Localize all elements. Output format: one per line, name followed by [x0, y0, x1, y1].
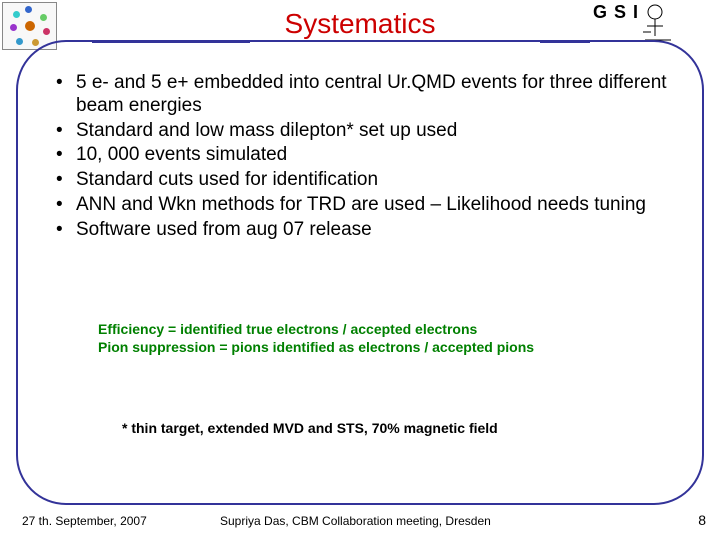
footer-author: Supriya Das, CBM Collaboration meeting, … [220, 514, 491, 528]
bullet-item: Software used from aug 07 release [52, 219, 672, 242]
def-pion-suppression: Pion suppression = pions identified as e… [98, 338, 658, 356]
footer-date: 27 th. September, 2007 [22, 514, 147, 528]
bullet-item: ANN and Wkn methods for TRD are used – L… [52, 194, 672, 217]
definitions: Efficiency = identified true electrons /… [98, 320, 658, 356]
bullet-item: Standard and low mass dilepton* set up u… [52, 120, 672, 143]
bullet-item: Standard cuts used for identification [52, 169, 672, 192]
bullet-list: 5 e- and 5 e+ embedded into central Ur.Q… [52, 72, 672, 244]
bullet-item: 10, 000 events simulated [52, 144, 672, 167]
def-efficiency: Efficiency = identified true electrons /… [98, 320, 658, 338]
page-number: 8 [698, 512, 706, 528]
footnote: * thin target, extended MVD and STS, 70%… [122, 420, 498, 436]
bullet-item: 5 e- and 5 e+ embedded into central Ur.Q… [52, 72, 672, 118]
slide-title: Systematics [0, 8, 720, 40]
